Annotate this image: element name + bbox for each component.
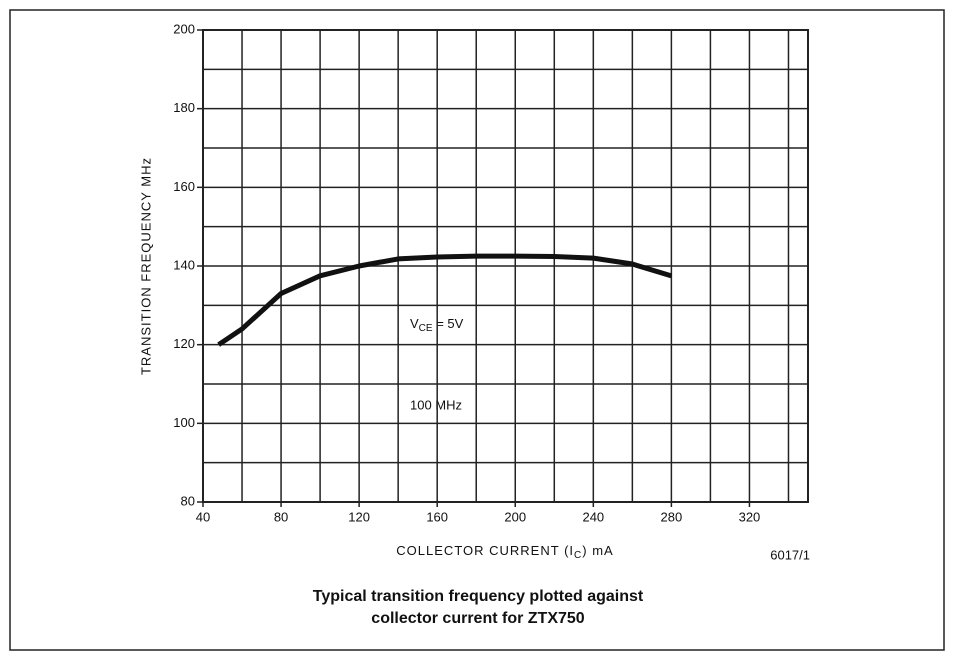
y-axis-label: TRANSITION FREQUENCY MHz	[138, 157, 153, 375]
x-tick-label: 40	[196, 509, 210, 524]
x-label-rest: ) mA	[582, 543, 613, 558]
x-tick-label: 80	[274, 509, 288, 524]
caption-line: collector current for ZTX750	[371, 610, 584, 627]
annotation-rest: = 5V	[433, 316, 464, 331]
annotation: 100 MHz	[410, 397, 462, 412]
x-axis-label: COLLECTOR CURRENT (IC) mA	[396, 543, 613, 560]
x-tick-label: 200	[504, 509, 526, 524]
x-tick-label: 120	[348, 509, 370, 524]
x-tick-label: 280	[661, 509, 683, 524]
frame	[9, 9, 945, 651]
x-tick-label: 160	[426, 509, 448, 524]
x-label-main: COLLECTOR CURRENT (I	[396, 543, 574, 558]
x-label-sub: C	[574, 550, 582, 561]
curve	[217, 253, 673, 347]
y-tick-label: 140	[173, 257, 195, 272]
x-tick-label: 240	[582, 509, 604, 524]
caption-line: Typical transition frequency plotted aga…	[313, 588, 644, 605]
y-tick-label: 180	[173, 100, 195, 115]
annotation-sub: CE	[419, 323, 433, 334]
annotation: VCE = 5V	[410, 316, 464, 333]
y-tick-label: 120	[173, 336, 195, 351]
y-tick-label: 200	[173, 21, 195, 36]
y-tick-label: 80	[181, 493, 195, 508]
annotation-main: V	[410, 316, 419, 331]
figure-code: 6017/1	[770, 547, 810, 562]
x-tick-label: 320	[739, 509, 761, 524]
y-tick-label: 100	[173, 415, 195, 430]
y-tick-label: 160	[173, 179, 195, 194]
